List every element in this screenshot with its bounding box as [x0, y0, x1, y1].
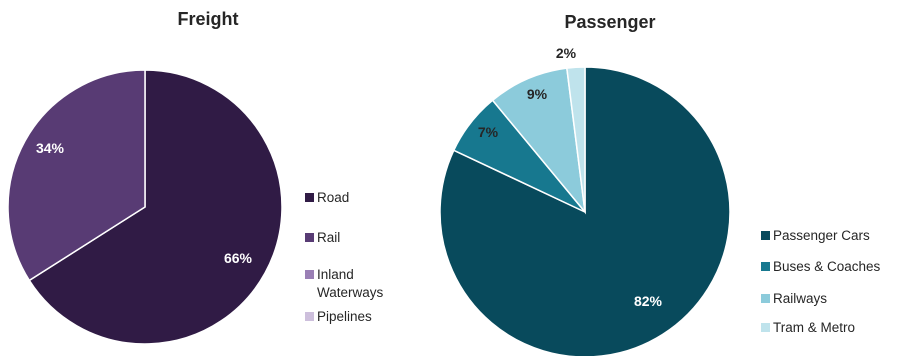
freight-legend-label-inland-waterways: Inland Waterways [317, 267, 384, 300]
passenger-legend-swatch-buses-and-coaches [761, 262, 770, 271]
passenger-legend-label-tram-and-metro: Tram & Metro [773, 320, 855, 335]
passenger-legend-swatch-railways [761, 294, 770, 303]
freight-legend-swatch-pipelines [305, 312, 314, 321]
passenger-slice-railways [491, 67, 587, 215]
freight-legend-swatch-road [305, 193, 314, 202]
freight-data-label-road: 66% [224, 250, 253, 266]
freight-chart: Freight 66% 34% Road Rail Inland Waterways Pipe… [7, 9, 384, 345]
freight-legend-label-road: Road [317, 190, 349, 205]
passenger-data-label-buses-and-coaches: 7% [478, 124, 499, 140]
passenger-chart-title: Passenger [564, 12, 655, 32]
freight-slice-rail [7, 69, 146, 282]
passenger-legend-label-passenger-cars: Passenger Cars [773, 228, 870, 243]
freight-legend-swatch-rail [305, 233, 314, 242]
passenger-legend-label-railways: Railways [773, 291, 827, 306]
freight-legend-label-pipelines: Pipelines [317, 309, 372, 324]
freight-slice-road [28, 69, 283, 345]
passenger-legend-swatch-passenger-cars [761, 231, 770, 240]
passenger-data-label-passenger-cars: 82% [634, 293, 663, 309]
passenger-chart: Passenger 82% 7% 9% 2% Passenger Cars Buses & … [439, 12, 881, 356]
passenger-slice-tram-and-metro [565, 66, 586, 213]
freight-legend-swatch-inland-waterways [305, 270, 314, 279]
passenger-legend-swatch-tram-and-metro [761, 323, 770, 332]
freight-chart-title: Freight [178, 9, 239, 29]
freight-legend-label-rail: Rail [317, 230, 340, 245]
passenger-data-label-tram-and-metro: 2% [556, 45, 577, 61]
freight-data-label-rail: 34% [36, 140, 65, 156]
passenger-legend-label-buses-and-coaches: Buses & Coaches [773, 259, 881, 274]
passenger-data-label-railways: 9% [527, 86, 548, 102]
